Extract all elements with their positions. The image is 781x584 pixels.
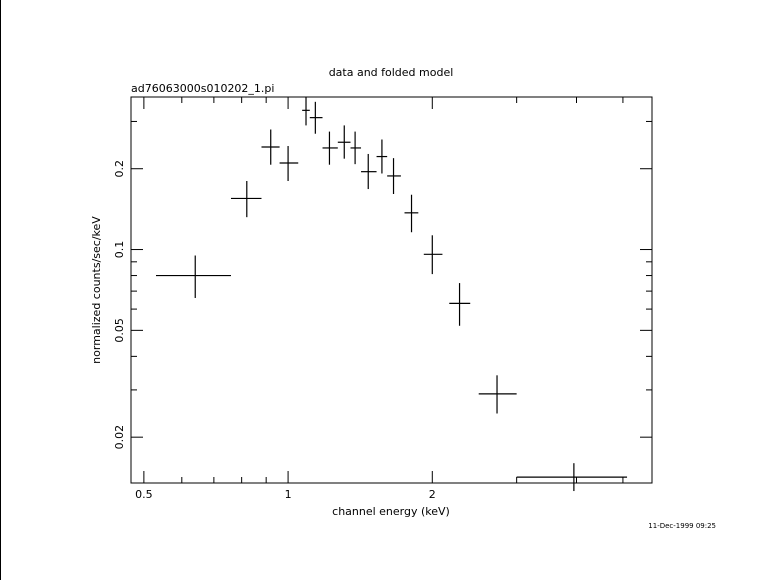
data-point xyxy=(449,283,471,326)
chart-subtitle: ad76063000s010202_1.pi xyxy=(131,82,274,95)
y-tick-label: 0.05 xyxy=(113,318,126,343)
data-point xyxy=(322,131,338,165)
y-axis: 0.02 0.05 0.1 0.2 xyxy=(113,120,652,450)
timestamp: 11-Dec-1999 09:25 xyxy=(648,522,716,530)
x-axis-label: channel energy (keV) xyxy=(332,505,450,518)
x-tick-label: 0.5 xyxy=(135,488,153,501)
data-point xyxy=(350,131,362,165)
plot-frame xyxy=(130,96,653,484)
y-tick-label: 0.1 xyxy=(113,241,126,258)
data-point xyxy=(230,181,262,218)
data-point xyxy=(155,255,231,298)
data-point xyxy=(309,101,323,134)
data-point xyxy=(423,235,443,275)
data-point xyxy=(261,129,280,165)
chart-title: data and folded model xyxy=(329,66,454,79)
x-tick-label: 2 xyxy=(429,488,436,501)
data-point xyxy=(279,146,299,182)
data-point xyxy=(376,139,388,174)
data-point xyxy=(478,375,517,414)
data-points xyxy=(155,97,628,492)
y-axis-label: normalized counts/sec/keV xyxy=(90,216,103,364)
data-point xyxy=(361,153,377,190)
data-point xyxy=(337,125,351,159)
data-point xyxy=(302,97,310,126)
data-point xyxy=(387,158,401,195)
y-tick-label: 0.02 xyxy=(113,425,126,450)
x-axis: 0.5 1 2 xyxy=(135,97,624,501)
y-tick-label: 0.2 xyxy=(113,160,126,178)
data-point xyxy=(404,194,419,233)
x-tick-label: 1 xyxy=(285,488,292,501)
data-point xyxy=(516,463,628,492)
